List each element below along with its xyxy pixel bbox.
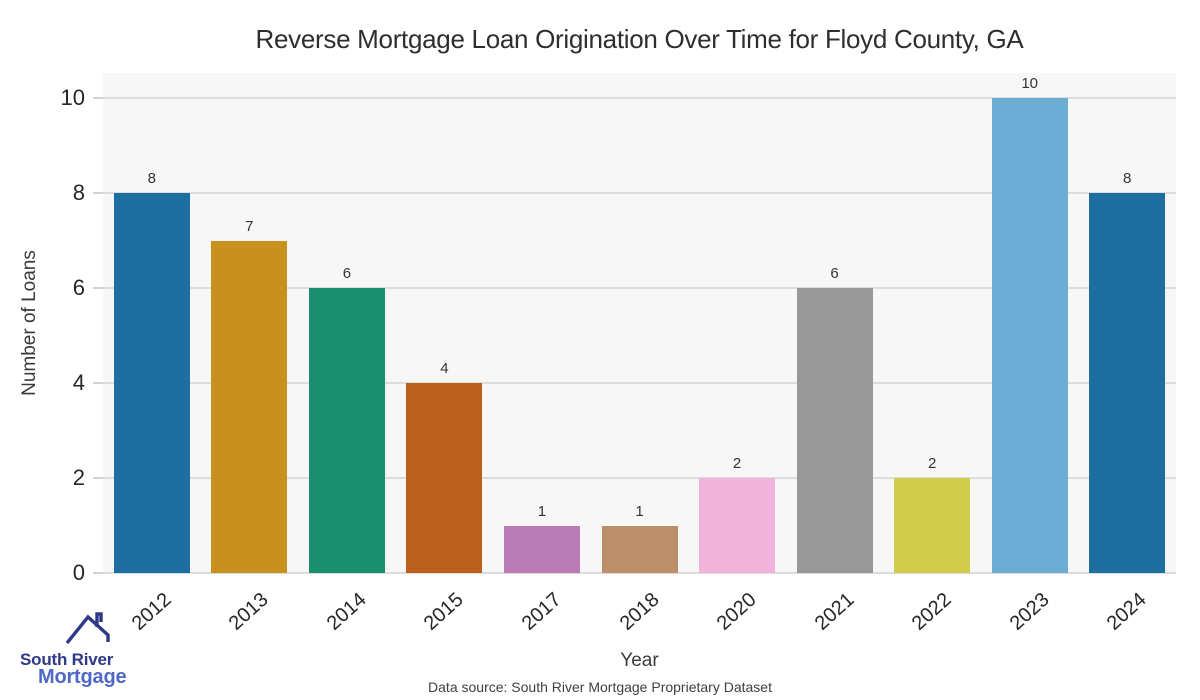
logo-text-line1: South River [20,650,114,669]
x-tick-label: 2014 [322,588,371,635]
gridline [103,382,1176,385]
gridline [103,287,1176,290]
y-tick-label: 10 [60,85,85,111]
bar-value-label: 4 [440,360,449,378]
y-tick-label: 0 [72,560,85,585]
plot-area: 0 2 4 6 8 10 8 7 6 4 1 1 2 6 2 10 8 [61,73,1176,585]
gridline [103,572,1176,574]
bar-2020 [699,478,776,573]
bar-2014 [308,288,385,573]
gridline [103,192,1176,195]
data-source-note: Data source: South River Mortgage Propri… [428,679,772,695]
bar-value-label: 6 [342,265,352,283]
y-axis-tick [93,192,103,195]
bar-value-label: 2 [927,455,937,473]
y-axis-tick [93,382,103,385]
y-axis-tick [93,287,103,290]
y-axis-tick [93,477,103,480]
bar-2012 [113,193,190,573]
y-tick-label: 4 [72,370,85,396]
y-axis-title: Number of Loans [19,250,40,396]
bar-value-label: 8 [147,170,156,188]
x-tick-label: 2017 [517,588,566,635]
bar-2024 [1089,193,1166,573]
bar-2018 [601,525,678,573]
bar-value-label: 7 [245,217,254,235]
gridline [103,477,1176,480]
gridline [103,97,1176,100]
bar-2017 [503,525,580,573]
bar-2021 [796,288,873,573]
y-axis-tick [93,97,103,100]
bar-value-label: 1 [537,502,547,520]
bar-value-label: 2 [732,455,742,473]
y-tick-label: 2 [72,465,85,491]
x-axis-title: Year [620,650,659,671]
bar-2015 [406,383,483,573]
x-tick-label: 2023 [1005,588,1054,635]
bar-value-label: 1 [635,502,644,520]
bar-2023 [991,98,1068,573]
x-tick-label: 2024 [1102,588,1151,635]
bar-value-label: 8 [1123,170,1132,188]
x-tick-label: 2013 [225,588,273,635]
x-tick-label: 2021 [810,588,859,635]
x-tick-label: 2018 [615,588,664,635]
bar-value-label: 6 [830,265,839,283]
x-tick-label: 2020 [712,588,761,635]
chart-title: Reverse Mortgage Loan Origination Over T… [255,24,1024,54]
logo-text-line2: Mortgage [38,666,127,688]
bar-2013 [211,240,288,573]
y-tick-label: 8 [72,180,85,206]
house-roof-icon [65,612,110,645]
south-river-mortgage-logo: South River Mortgage [18,604,138,694]
bar-2022 [894,478,971,573]
x-tick-label: 2015 [420,588,468,635]
bar-value-label: 10 [1021,75,1039,93]
y-tick-label: 6 [72,275,85,301]
x-tick-label: 2022 [907,588,956,635]
x-axis: 2012 2013 2014 2015 2017 2018 2020 2021 2022 2023… [103,573,1176,653]
y-axis-tick [93,572,103,574]
